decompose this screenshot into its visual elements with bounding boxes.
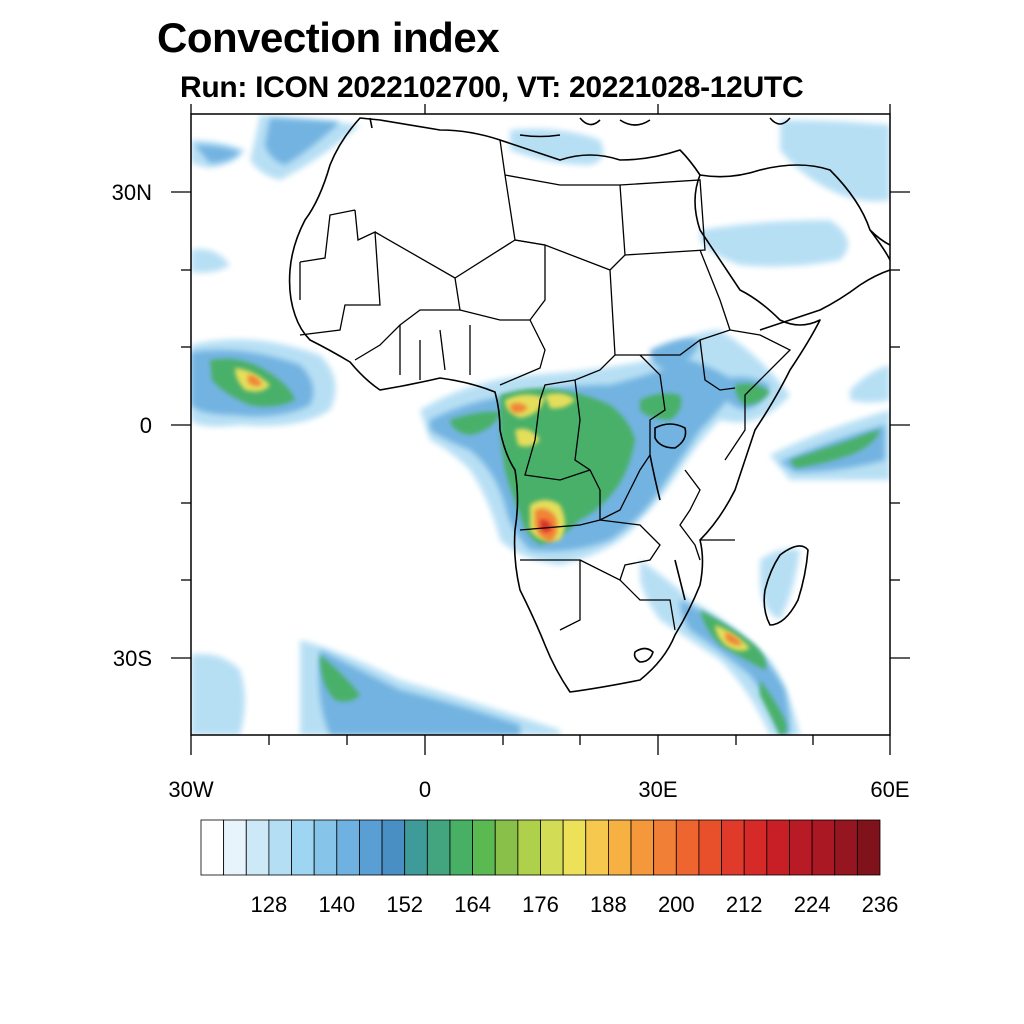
colorbar-swatch bbox=[585, 819, 609, 876]
colorbar-swatch bbox=[359, 819, 383, 876]
colorbar-label: 152 bbox=[386, 892, 423, 917]
x-tick-label-0: 0 bbox=[419, 777, 431, 802]
colorbar-swatch bbox=[313, 819, 338, 876]
x-tick-label-60e: 60E bbox=[870, 777, 909, 802]
colorbar-label: 140 bbox=[318, 892, 355, 917]
colorbar-swatch bbox=[766, 819, 790, 876]
colorbar-labels: 128 140 152 164 176 188 200 212 224 236 bbox=[251, 892, 899, 917]
colorbar-swatch bbox=[336, 819, 360, 876]
country-borders bbox=[299, 139, 792, 631]
colorbar-swatch bbox=[721, 819, 745, 876]
colorbar-label: 176 bbox=[522, 892, 559, 917]
colorbar-label: 188 bbox=[590, 892, 627, 917]
colorbar-label: 236 bbox=[862, 892, 899, 917]
tick-marks bbox=[171, 104, 910, 755]
colorbar-swatch bbox=[223, 819, 247, 876]
colorbar-swatch bbox=[630, 819, 655, 876]
colorbar-label: 164 bbox=[454, 892, 491, 917]
colorbar-swatch bbox=[653, 819, 677, 876]
colorbar-label: 200 bbox=[658, 892, 695, 917]
x-axis-labels: 30W 0 30E 60E bbox=[168, 777, 909, 802]
colorbar-swatch bbox=[245, 819, 270, 876]
convection-field bbox=[191, 115, 890, 735]
colorbar-swatch bbox=[494, 819, 519, 876]
y-axis-labels: 30N 0 30S bbox=[112, 180, 152, 671]
coastlines bbox=[288, 117, 890, 693]
colorbar-label: 212 bbox=[726, 892, 763, 917]
x-tick-label-30e: 30E bbox=[638, 777, 677, 802]
colorbar-label: 224 bbox=[794, 892, 831, 917]
colorbar bbox=[200, 819, 881, 876]
y-tick-label-30s: 30S bbox=[113, 646, 152, 671]
colorbar-swatch bbox=[426, 819, 451, 876]
colorbar-swatch bbox=[449, 819, 474, 876]
colorbar-swatch bbox=[517, 819, 541, 876]
x-tick-label-30w: 30W bbox=[168, 777, 213, 802]
colorbar-swatch bbox=[743, 819, 768, 876]
colorbar-swatch bbox=[472, 819, 496, 876]
colorbar-swatch bbox=[562, 819, 587, 876]
colorbar-swatch bbox=[675, 819, 700, 876]
y-tick-label-30n: 30N bbox=[112, 180, 152, 205]
chart-title: Convection index bbox=[157, 14, 500, 61]
colorbar-swatch bbox=[789, 819, 813, 876]
colorbar-swatch bbox=[698, 819, 722, 876]
colorbar-swatch bbox=[856, 819, 881, 876]
colorbar-swatch bbox=[200, 819, 225, 876]
chart-subtitle: Run: ICON 2022102700, VT: 20221028-12UTC bbox=[180, 71, 804, 104]
colorbar-swatch bbox=[811, 819, 836, 876]
colorbar-swatch bbox=[608, 819, 632, 876]
colorbar-swatch bbox=[268, 819, 292, 876]
colorbar-swatch bbox=[540, 819, 564, 876]
colorbar-swatch bbox=[381, 819, 406, 876]
colorbar-swatch bbox=[291, 819, 315, 876]
colorbar-label: 128 bbox=[251, 892, 288, 917]
colorbar-swatch bbox=[404, 819, 428, 876]
colorbar-swatch bbox=[834, 819, 858, 876]
y-tick-label-0: 0 bbox=[140, 413, 152, 438]
